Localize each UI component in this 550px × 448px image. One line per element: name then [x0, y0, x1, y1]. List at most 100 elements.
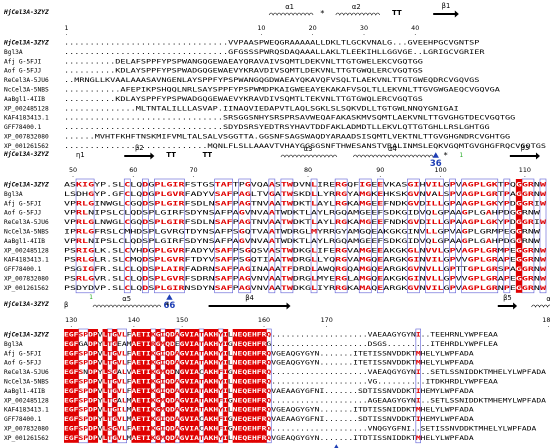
helix-glyph: [352, 154, 434, 158]
strand-label: β1: [442, 2, 451, 10]
sequence-name: XP_001261562: [4, 143, 49, 150]
sequence-residues: ...............................SDYDSRSYE…: [64, 124, 490, 131]
sequence-name: XP_001261562: [4, 285, 49, 292]
reference-structure-label: HjCel3A-3ZYZ: [3, 300, 49, 308]
sequence-name: NcCel3A-5NBS: [4, 379, 49, 386]
strand-label: β4: [245, 294, 254, 302]
sequence-name: AaBgl1-4IIB: [4, 388, 45, 395]
similarity-box: [310, 178, 318, 294]
strand-label: β3: [521, 144, 530, 152]
position-tick: .: [524, 171, 526, 179]
similarity-box: [123, 178, 131, 294]
identity-column: [64, 329, 70, 443]
position-number: 150: [176, 316, 188, 324]
sequence-residues: EGFSPDPVLTGVLMAETIKGMQDAGVIATAKHYILNEQEH…: [64, 435, 474, 442]
similarity-box: [358, 178, 372, 294]
position-tick: .: [263, 321, 265, 329]
residue-marker-triangle: [166, 294, 173, 300]
reference-structure-label: HjCel3A-3ZYZ: [3, 8, 49, 16]
sequence-residues: ...............................SRSGGSNHY…: [64, 115, 516, 122]
turn-label: TT: [166, 151, 176, 159]
position-tick: .: [547, 321, 549, 329]
similarity-box: [415, 328, 421, 444]
star-mark: *: [444, 151, 448, 160]
sequence-residues: EGFSPDPVLTGILMAETIKGMQDAGVIATAKHYILNEQEH…: [64, 407, 474, 414]
position-tick: .: [414, 29, 416, 37]
position-number: 10: [257, 24, 265, 32]
sequence-name: XP_002485128: [4, 105, 49, 112]
position-number: 30: [360, 24, 368, 32]
helix-glyph: [335, 12, 381, 16]
sequence-name: HjCel3A-3ZYZ: [3, 181, 49, 189]
sequence-residues: ..............MLTNTALILLLASVAP.IINAQVIED…: [64, 105, 459, 112]
identity-column: [194, 329, 200, 443]
identity-column: [213, 329, 219, 443]
sequence-residues: EGFGADPYLTGEAMAETIRGMQDEGVIATAKHYIGNEQEH…: [64, 341, 498, 348]
helix-label: α4: [388, 145, 397, 153]
sequence-name: XP_007832080: [4, 276, 49, 283]
disulfide-label: 1: [460, 153, 464, 159]
sequence-residues: EGFSPDPVLTGVLFAETIKGIQDAGVIATAKHYILNEQEH…: [64, 332, 498, 339]
sequence-name: GFF78400.1: [4, 416, 42, 423]
position-tick: .: [326, 321, 328, 329]
structure-label: η1: [76, 151, 85, 159]
identity-column: [251, 329, 258, 443]
helix-label: α2: [352, 3, 361, 11]
identity-column: [256, 329, 262, 443]
position-tick: .: [70, 321, 72, 329]
helix-label: α5: [122, 295, 131, 303]
helix-glyph: [280, 154, 338, 158]
sequence-residues: ......MVHTFKHFTNSKMIFVMLTALSALVSGGTTA.GG…: [64, 134, 510, 141]
sequence-name: AaBgl1-4IIB: [4, 96, 45, 103]
sequence-name: GFF78400.1: [4, 124, 42, 131]
sequence-name: Afj G-5FJI: [4, 200, 42, 207]
similarity-box: [214, 178, 234, 294]
sequence-name: HjCel3A-3ZYZ: [3, 331, 49, 339]
sequence-residues: ................................GFGSSSPW…: [64, 49, 485, 56]
position-tick: .: [440, 171, 442, 179]
position-tick: .: [312, 29, 314, 37]
strand-label: β2: [135, 144, 144, 152]
position-number: 70: [189, 166, 197, 174]
identity-column: [232, 329, 238, 443]
sequence-residues: EGFSNDPYLSGALVAETIKGMQDNGVIACAKHFIGNEQEH…: [64, 369, 546, 376]
identity-column: [203, 329, 209, 443]
strand-arrow: [208, 302, 291, 310]
sequence-name: Bgl3A: [4, 49, 23, 56]
position-tick: .: [307, 171, 309, 179]
similarity-box: [376, 178, 384, 294]
residue-marker-triangle: [334, 444, 339, 448]
identity-column: [102, 329, 108, 443]
position-tick: .: [363, 29, 365, 37]
position-tick: .: [72, 171, 74, 179]
similarity-box: [334, 178, 348, 294]
sequence-residues: EGFSPDPVLSGVLFAETIKGIQDAGVIACAKHFIGNEQEH…: [64, 426, 537, 433]
alignment-block-2: HjCel3A-3ZYZη1β2TTTTα3α4*β3TTη250.60.70.…: [3, 144, 546, 311]
residue-marker-number: 36: [430, 159, 442, 169]
sequence-name: ReCel3A-5JU6: [4, 369, 49, 376]
identity-column: [136, 329, 142, 443]
identity-column: [155, 329, 161, 443]
position-tick: .: [133, 321, 135, 329]
helix-label: α1: [285, 3, 294, 11]
strand-arrow: [497, 302, 518, 310]
sequence-residues: EGFSPDPVLTGVLFAETIKGIQDAGVIATAKHYILNEQEH…: [64, 388, 474, 395]
strand-label: β5: [503, 294, 512, 302]
sequence-residues: ..........DELAFSPPFYPSPWANGQGEWAEAYQRAVA…: [64, 58, 423, 65]
identity-column: [242, 329, 248, 443]
identity-column: [131, 329, 137, 443]
identity-column: [237, 329, 243, 443]
similarity-box: [268, 178, 276, 294]
helix-glyph: [268, 12, 314, 16]
sequence-name: XP_007832080: [4, 134, 49, 141]
sequence-name: XP_001261562: [4, 435, 49, 442]
sequence-name: XP_002485128: [4, 247, 49, 254]
sequence-residues: ............................MQNLFLSLLAAA…: [64, 143, 546, 150]
